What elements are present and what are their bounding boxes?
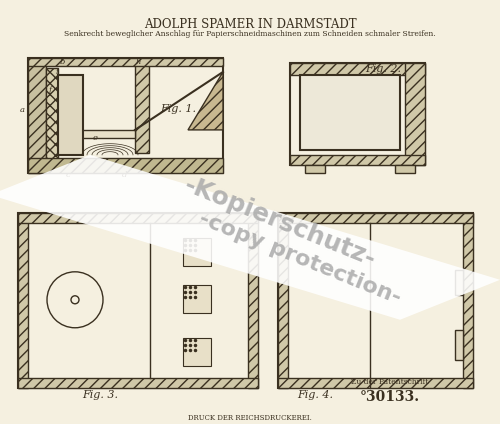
Text: -Kopierschutz-: -Kopierschutz- <box>180 173 380 271</box>
Text: f: f <box>48 86 51 94</box>
Text: b: b <box>60 58 64 66</box>
Bar <box>305 165 325 173</box>
Bar <box>58 130 135 138</box>
Text: e: e <box>92 134 98 142</box>
Bar <box>290 155 425 165</box>
Bar <box>290 63 425 165</box>
Text: DRUCK DER REICHSDRUCKEREI.: DRUCK DER REICHSDRUCKEREI. <box>188 414 312 422</box>
Polygon shape <box>0 155 500 320</box>
Bar <box>278 213 473 223</box>
Text: -copy protection-: -copy protection- <box>196 208 404 307</box>
Bar <box>455 270 463 295</box>
Bar <box>28 58 223 66</box>
Bar <box>290 63 425 75</box>
Text: i: i <box>56 68 58 76</box>
Bar <box>183 285 211 313</box>
Bar <box>405 63 425 165</box>
Bar <box>455 330 463 360</box>
Bar <box>278 213 473 388</box>
Text: c: c <box>66 171 70 179</box>
Bar <box>28 58 223 173</box>
Bar <box>278 378 473 388</box>
Bar <box>300 75 400 150</box>
Bar <box>135 58 149 153</box>
Text: Zu der Patentschrift: Zu der Patentschrift <box>351 378 429 386</box>
Text: Fig. 2.: Fig. 2. <box>365 64 401 74</box>
Bar <box>183 238 211 266</box>
Bar <box>18 213 258 223</box>
Text: Fig. 3.: Fig. 3. <box>82 390 118 400</box>
Bar <box>18 378 258 388</box>
Bar <box>46 68 58 160</box>
Text: h: h <box>136 58 140 66</box>
Bar <box>248 213 258 388</box>
Text: Fig. 1.: Fig. 1. <box>160 104 196 114</box>
Bar <box>58 75 83 155</box>
Bar <box>183 338 211 366</box>
Text: ADOLPH SPAMER IN DARMSTADT: ADOLPH SPAMER IN DARMSTADT <box>144 18 356 31</box>
Text: a: a <box>20 106 24 114</box>
Polygon shape <box>188 72 223 130</box>
Bar <box>395 165 415 173</box>
Text: Senkrecht beweglicher Anschlag für Papierschneidmaschinen zum Schneiden schmaler: Senkrecht beweglicher Anschlag für Papie… <box>64 30 436 38</box>
Bar <box>18 213 28 388</box>
Text: °30133.: °30133. <box>360 390 420 404</box>
Bar <box>28 158 223 173</box>
Bar <box>463 213 473 388</box>
Bar <box>18 213 258 388</box>
Text: d: d <box>122 171 128 179</box>
Text: Fig. 4.: Fig. 4. <box>297 390 333 400</box>
Bar <box>278 213 288 388</box>
Bar <box>28 58 46 173</box>
